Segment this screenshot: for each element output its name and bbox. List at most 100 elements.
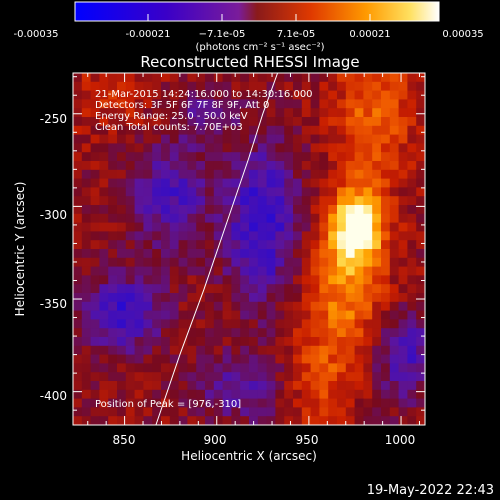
heatmap-cell	[301, 416, 312, 425]
heatmap-cell	[187, 249, 197, 259]
heatmap-cell	[293, 187, 303, 197]
heatmap-cell	[249, 222, 259, 232]
heatmap-cell	[213, 205, 224, 215]
heatmap-cell	[328, 108, 338, 118]
heatmap-cell	[205, 161, 215, 171]
heatmap-cell	[222, 416, 232, 425]
heatmap-cell	[73, 328, 83, 338]
heatmap-cell	[381, 328, 391, 338]
heatmap-cell	[178, 143, 188, 153]
heatmap-cell	[134, 90, 144, 100]
heatmap-cell	[134, 257, 144, 268]
heatmap-cell	[143, 416, 153, 425]
heatmap-cell	[381, 222, 391, 232]
heatmap-cell	[205, 196, 215, 206]
heatmap-cell	[90, 363, 100, 373]
heatmap-cell	[125, 178, 136, 188]
y-axis-label: Heliocentric Y (arcsec)	[13, 182, 27, 317]
heatmap-cell	[125, 205, 136, 215]
heatmap-cell	[143, 117, 153, 127]
heatmap-cell	[301, 187, 312, 197]
heatmap-cell	[407, 125, 417, 136]
heatmap-cell	[407, 293, 417, 303]
heatmap-cell	[275, 407, 285, 417]
heatmap-cell	[187, 301, 197, 312]
heatmap-cell	[99, 240, 109, 250]
heatmap-cell	[354, 363, 364, 373]
heatmap-cell	[117, 90, 127, 100]
heatmap-cell	[416, 249, 425, 259]
heatmap-cell	[416, 354, 425, 364]
heatmap-cell	[328, 381, 338, 391]
heatmap-cell	[240, 266, 250, 276]
heatmap-cell	[231, 108, 241, 118]
heatmap-cell	[284, 310, 294, 320]
heatmap-cell	[143, 187, 153, 197]
heatmap-cell	[389, 293, 400, 303]
heatmap-cell	[328, 73, 338, 83]
heatmap-cell	[108, 169, 118, 180]
heatmap-cell	[249, 284, 259, 294]
heatmap-cell	[310, 381, 320, 391]
heatmap-cell	[117, 319, 127, 329]
heatmap-cell	[310, 257, 320, 268]
heatmap-cell	[161, 293, 171, 303]
heatmap-cell	[178, 284, 188, 294]
heatmap-cell	[117, 337, 127, 347]
heatmap-cell	[416, 266, 425, 276]
heatmap-cell	[416, 293, 425, 303]
heatmap-cell	[196, 231, 206, 241]
heatmap-cell	[319, 161, 329, 171]
heatmap-cell	[257, 108, 268, 118]
heatmap-cell	[284, 161, 294, 171]
heatmap-cell	[152, 363, 162, 373]
heatmap-cell	[169, 213, 180, 224]
heatmap-cell	[354, 354, 364, 364]
heatmap-cell	[178, 125, 188, 136]
heatmap-cell	[293, 108, 303, 118]
heatmap-cell	[205, 108, 215, 118]
heatmap-cell	[169, 169, 180, 180]
heatmap-cell	[213, 161, 224, 171]
heatmap-cell	[354, 266, 364, 276]
heatmap-cell	[240, 257, 250, 268]
heatmap-cell	[319, 372, 329, 382]
heatmap-cell	[169, 345, 180, 356]
heatmap-cell	[398, 125, 408, 136]
heatmap-cell	[389, 266, 400, 276]
heatmap-cell	[240, 398, 250, 408]
heatmap-cell	[328, 205, 338, 215]
heatmap-cell	[398, 143, 408, 153]
heatmap-cell	[134, 284, 144, 294]
heatmap-cell	[187, 398, 197, 408]
heatmap-cell	[319, 81, 329, 92]
heatmap-cell	[222, 117, 232, 127]
heatmap-cell	[205, 363, 215, 373]
heatmap-cell	[257, 257, 268, 268]
heatmap-cell	[363, 169, 373, 180]
heatmap-cell	[222, 319, 232, 329]
x-axis-label: Heliocentric X (arcsec)	[181, 449, 317, 463]
heatmap-cell	[389, 257, 400, 268]
heatmap-cell	[169, 266, 180, 276]
heatmap-cell	[301, 81, 312, 92]
heatmap-cell	[372, 231, 382, 241]
heatmap-cell	[99, 389, 109, 400]
heatmap-cell	[222, 372, 232, 382]
heatmap-cell	[407, 73, 417, 83]
heatmap-cell	[249, 407, 259, 417]
heatmap-cell	[169, 257, 180, 268]
heatmap-cell	[196, 363, 206, 373]
heatmap-cell	[178, 213, 188, 224]
heatmap-cell	[99, 337, 109, 347]
heatmap-cell	[372, 205, 382, 215]
heatmap-cell	[73, 257, 83, 268]
heatmap-cell	[310, 213, 320, 224]
heatmap-cell	[266, 90, 276, 100]
heatmap-cell	[266, 363, 276, 373]
heatmap-cell	[152, 257, 162, 268]
heatmap-cell	[231, 169, 241, 180]
heatmap-cell	[73, 108, 83, 118]
heatmap-cell	[240, 416, 250, 425]
heatmap-cell	[178, 117, 188, 127]
